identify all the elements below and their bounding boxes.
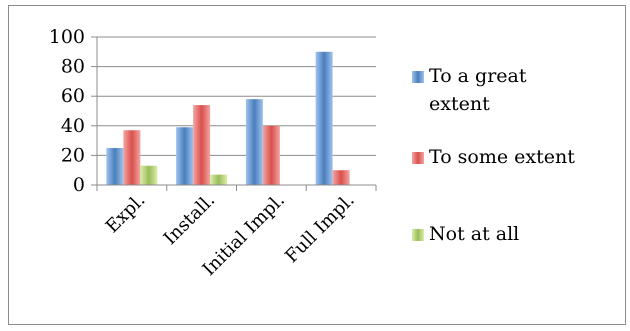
legend: To a great extent To some extent Not at all xyxy=(412,65,575,245)
bar-to-some-extent-initial-impl xyxy=(262,125,280,185)
legend-label: Not at all xyxy=(429,223,519,245)
y-tick-label: 100 xyxy=(49,26,85,48)
legend-swatch xyxy=(412,229,424,241)
y-tick-label: 0 xyxy=(73,174,85,196)
bar-not-at-all-expl xyxy=(140,165,158,185)
chart-area: 0 20 40 60 80 100 Expl. Install. Initial Impl. Fu… xyxy=(8,5,626,325)
bar-to-some-extent-install xyxy=(193,105,211,185)
bar-to-a-great-extent-install xyxy=(176,127,194,185)
bar-to-a-great-extent-full-impl xyxy=(315,51,333,185)
axes xyxy=(91,36,377,191)
legend-swatch xyxy=(412,152,424,164)
bar-not-at-all-install xyxy=(210,174,228,185)
bar-to-a-great-extent-expl xyxy=(106,148,124,185)
y-tick-label: 40 xyxy=(61,115,85,137)
y-tick-label: 80 xyxy=(61,56,85,78)
bar-to-a-great-extent-initial-impl xyxy=(245,99,263,185)
y-tick-label: 60 xyxy=(61,85,85,107)
legend-label: To a great xyxy=(429,65,527,87)
x-tick-label: Expl. xyxy=(102,190,150,238)
y-tick-label: 20 xyxy=(61,144,85,166)
legend-swatch xyxy=(412,71,424,83)
x-tick-label: Install. xyxy=(160,190,219,249)
bar-to-some-extent-full-impl xyxy=(332,170,350,185)
x-tick-label: Full Impl. xyxy=(281,190,358,267)
bars xyxy=(106,51,350,185)
legend-label: To some extent xyxy=(429,146,575,168)
bar-to-some-extent-expl xyxy=(123,130,141,185)
legend-label: extent xyxy=(429,93,490,115)
